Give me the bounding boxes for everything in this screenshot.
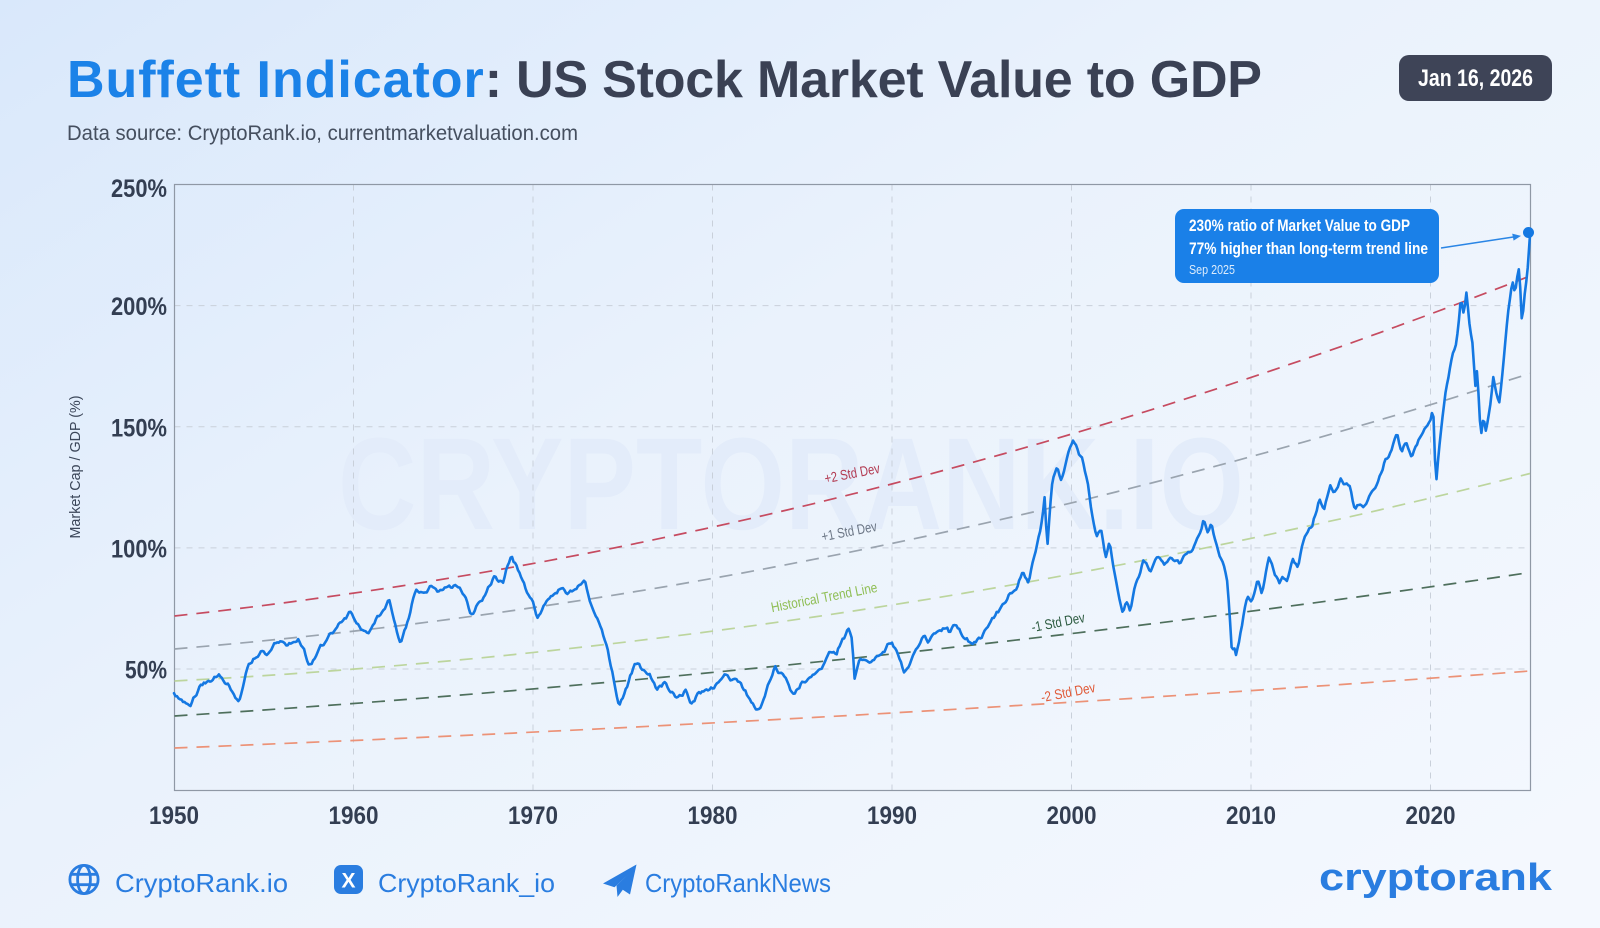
svg-text:CryptoRank_io: CryptoRank_io [378, 868, 555, 898]
svg-text:100%: 100% [111, 535, 167, 563]
svg-text:cryptorank: cryptorank [1319, 857, 1553, 899]
svg-text:250%: 250% [111, 175, 167, 203]
svg-text:CryptoRankNews: CryptoRankNews [645, 868, 831, 898]
svg-text:1970: 1970 [508, 802, 558, 830]
svg-text:150%: 150% [111, 414, 167, 442]
svg-text:50%: 50% [125, 657, 167, 685]
svg-text:1990: 1990 [867, 802, 917, 830]
svg-text:1980: 1980 [688, 802, 738, 830]
svg-text:200%: 200% [111, 293, 167, 321]
svg-text:CryptoRank.io: CryptoRank.io [115, 868, 288, 898]
svg-text:Sep 2025: Sep 2025 [1189, 262, 1235, 277]
svg-text:CRYPTORANK.IO: CRYPTORANK.IO [338, 410, 1244, 557]
svg-text:Jan 16, 2026: Jan 16, 2026 [1418, 65, 1533, 92]
svg-text:2020: 2020 [1406, 802, 1456, 830]
svg-text:Market Cap / GDP (%): Market Cap / GDP (%) [67, 396, 84, 539]
svg-text:77% higher than long-term tren: 77% higher than long-term trend line [1189, 240, 1428, 258]
svg-text:Data source: CryptoRank.io, cu: Data source: CryptoRank.io, currentmarke… [67, 122, 578, 145]
svg-text:230% ratio of Market Value to: 230% ratio of Market Value to GDP [1189, 217, 1410, 235]
svg-text:X: X [341, 870, 355, 893]
svg-text:1950: 1950 [149, 802, 199, 830]
svg-text:2010: 2010 [1226, 802, 1276, 830]
svg-text:1960: 1960 [329, 802, 379, 830]
svg-text:Buffett Indicator: US Stock Ma: Buffett Indicator: US Stock Market Value… [67, 51, 1262, 109]
svg-text:2000: 2000 [1047, 802, 1097, 830]
